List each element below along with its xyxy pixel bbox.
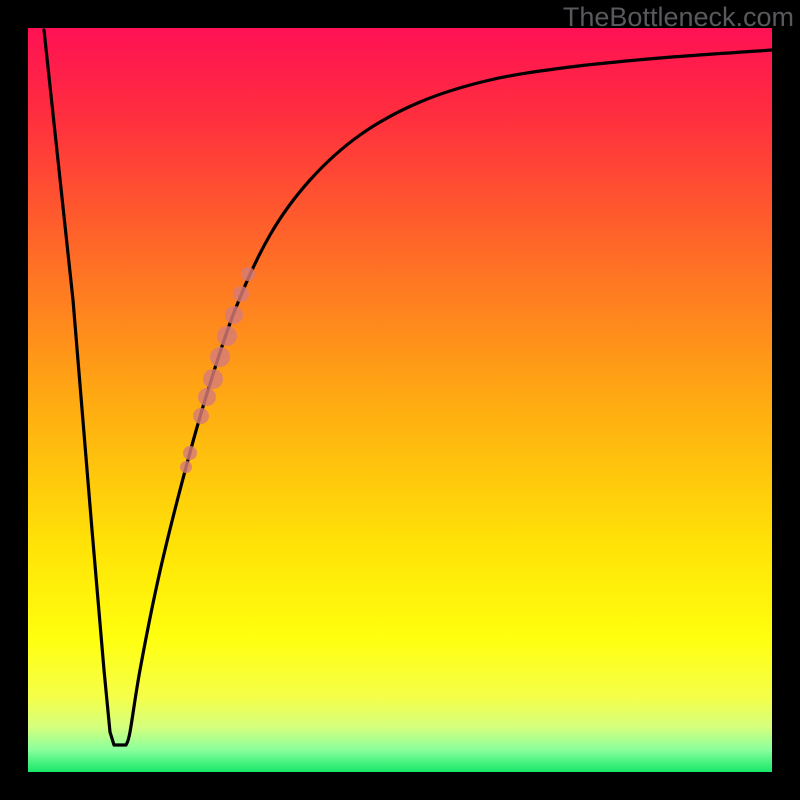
plot-background [28,28,772,772]
marker-point [233,286,249,302]
marker-point [210,347,230,367]
marker-point [183,446,197,460]
marker-point [217,326,237,346]
marker-point [203,369,223,389]
marker-point [241,267,255,281]
marker-point [193,408,209,424]
marker-point [180,461,192,473]
marker-point [225,306,243,324]
bottleneck-chart [0,0,800,800]
marker-point [198,388,216,406]
watermark-text: TheBottleneck.com [563,2,794,33]
